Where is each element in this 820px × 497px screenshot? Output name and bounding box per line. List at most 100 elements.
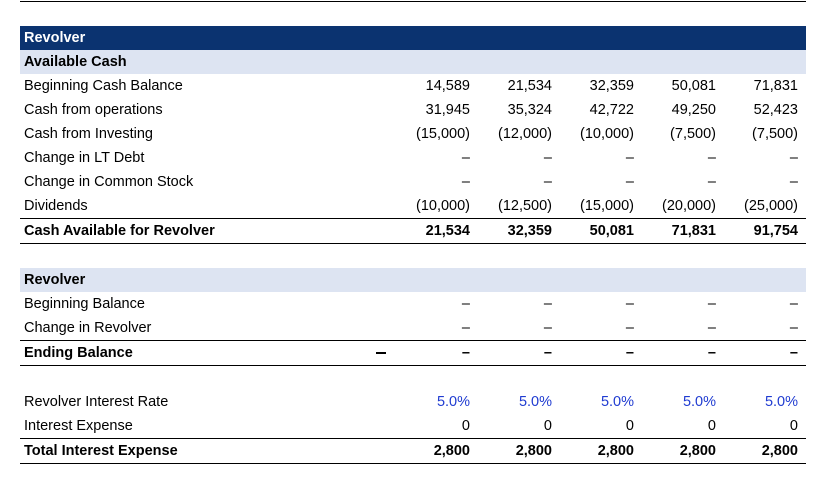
value-cell[interactable]: – <box>543 150 552 166</box>
value-cell[interactable]: (10,000) <box>415 198 470 214</box>
table-row: Cash from Investing (15,000) (12,000) (1… <box>20 122 806 146</box>
row-label: Cash from Investing <box>24 126 153 142</box>
total-interest-row: Total Interest Expense 2,800 2,800 2,800… <box>20 438 806 464</box>
input-cell[interactable]: 5.0% <box>682 394 716 410</box>
ending-balance-row: Ending Balance – – – – – <box>20 340 806 366</box>
value-cell[interactable]: – <box>461 320 470 336</box>
total-cell[interactable]: – <box>543 345 552 361</box>
row-label: Change in LT Debt <box>24 150 145 166</box>
total-cell[interactable]: 32,359 <box>507 223 552 239</box>
total-cell[interactable]: 21,534 <box>425 223 470 239</box>
table-row: Interest Expense 0 0 0 0 0 <box>20 414 806 438</box>
value-cell[interactable]: – <box>707 296 716 312</box>
row-label: Beginning Balance <box>24 296 145 312</box>
value-cell[interactable]: 52,423 <box>753 102 798 118</box>
total-cell[interactable]: 2,800 <box>761 443 798 459</box>
value-cell[interactable]: (7,500) <box>752 126 798 142</box>
total-cell[interactable]: – <box>625 345 634 361</box>
row-label: Interest Expense <box>24 418 133 434</box>
value-cell[interactable]: 49,250 <box>671 102 716 118</box>
value-cell[interactable]: (25,000) <box>743 198 798 214</box>
ending-balance-prior-dash <box>376 352 386 354</box>
available-cash-header: Available Cash <box>24 54 127 70</box>
total-cell[interactable]: – <box>789 345 798 361</box>
table-row: Beginning Balance – – – – – <box>20 292 806 316</box>
total-cell[interactable]: 2,800 <box>433 443 470 459</box>
value-cell[interactable]: – <box>461 296 470 312</box>
value-cell[interactable]: 50,081 <box>671 78 716 94</box>
value-cell[interactable]: – <box>625 320 634 336</box>
table-row: Change in Revolver – – – – – <box>20 316 806 340</box>
row-label: Revolver Interest Rate <box>24 394 169 410</box>
value-cell[interactable]: – <box>461 174 470 190</box>
table-row: Change in LT Debt – – – – – <box>20 146 806 170</box>
total-cell[interactable]: 91,754 <box>753 223 798 239</box>
value-cell[interactable]: (12,500) <box>497 198 552 214</box>
value-cell[interactable]: – <box>543 174 552 190</box>
value-cell[interactable]: – <box>625 174 634 190</box>
value-cell[interactable]: – <box>625 296 634 312</box>
value-cell[interactable]: – <box>789 174 798 190</box>
value-cell[interactable]: – <box>789 296 798 312</box>
schedule-title-bar: Revolver <box>20 26 806 50</box>
table-row: Change in Common Stock – – – – – <box>20 170 806 194</box>
value-cell[interactable]: (10,000) <box>579 126 634 142</box>
value-cell[interactable]: 31,945 <box>425 102 470 118</box>
value-cell[interactable]: (7,500) <box>670 126 716 142</box>
input-cell[interactable]: 5.0% <box>518 394 552 410</box>
total-cell[interactable]: – <box>707 345 716 361</box>
value-cell[interactable]: – <box>789 150 798 166</box>
value-cell[interactable]: (15,000) <box>415 126 470 142</box>
revolver-schedule: Revolver Available Cash Beginning Cash B… <box>20 26 806 464</box>
value-cell[interactable]: (15,000) <box>579 198 634 214</box>
table-row: Revolver Interest Rate 5.0% 5.0% 5.0% 5.… <box>20 390 806 414</box>
row-label: Ending Balance <box>24 345 133 361</box>
total-cell[interactable]: 50,081 <box>589 223 634 239</box>
row-label: Beginning Cash Balance <box>24 78 183 94</box>
revolver-header-bar: Revolver <box>20 268 806 292</box>
value-cell[interactable]: 14,589 <box>425 78 470 94</box>
table-row: Dividends (10,000) (12,500) (15,000) (20… <box>20 194 806 218</box>
value-cell[interactable]: – <box>461 150 470 166</box>
value-cell[interactable]: – <box>543 320 552 336</box>
total-cell[interactable]: 71,831 <box>671 223 716 239</box>
value-cell[interactable]: (12,000) <box>497 126 552 142</box>
value-cell[interactable]: 0 <box>461 418 470 434</box>
total-cell[interactable]: – <box>461 345 470 361</box>
value-cell[interactable]: – <box>707 174 716 190</box>
schedule-title: Revolver <box>24 30 86 46</box>
value-cell[interactable]: – <box>707 320 716 336</box>
spacer <box>20 366 806 390</box>
row-label: Dividends <box>24 198 88 214</box>
value-cell[interactable]: – <box>625 150 634 166</box>
total-cell[interactable]: 2,800 <box>515 443 552 459</box>
top-rule <box>20 1 806 2</box>
value-cell[interactable]: 42,722 <box>589 102 634 118</box>
value-cell[interactable]: – <box>789 320 798 336</box>
input-cell[interactable]: 5.0% <box>600 394 634 410</box>
value-cell[interactable]: 21,534 <box>507 78 552 94</box>
value-cell[interactable]: – <box>543 296 552 312</box>
table-row: Beginning Cash Balance 14,589 21,534 32,… <box>20 74 806 98</box>
value-cell[interactable]: 0 <box>707 418 716 434</box>
value-cell[interactable]: 0 <box>543 418 552 434</box>
input-cell[interactable]: 5.0% <box>764 394 798 410</box>
total-cell[interactable]: 2,800 <box>597 443 634 459</box>
value-cell[interactable]: 32,359 <box>589 78 634 94</box>
revolver-header: Revolver <box>24 272 86 288</box>
total-cell[interactable]: 2,800 <box>679 443 716 459</box>
input-cell[interactable]: 5.0% <box>436 394 470 410</box>
value-cell[interactable]: – <box>707 150 716 166</box>
cash-available-total-row: Cash Available for Revolver 21,534 32,35… <box>20 218 806 244</box>
value-cell[interactable]: (20,000) <box>661 198 716 214</box>
row-label: Total Interest Expense <box>24 443 178 459</box>
row-label: Change in Revolver <box>24 320 152 336</box>
value-cell[interactable]: 71,831 <box>753 78 798 94</box>
table-row: Cash from operations 31,945 35,324 42,72… <box>20 98 806 122</box>
value-cell[interactable]: 0 <box>789 418 798 434</box>
value-cell[interactable]: 35,324 <box>507 102 552 118</box>
row-label: Cash Available for Revolver <box>24 223 215 239</box>
value-cell[interactable]: 0 <box>625 418 634 434</box>
row-label: Change in Common Stock <box>24 174 194 190</box>
row-label: Cash from operations <box>24 102 163 118</box>
